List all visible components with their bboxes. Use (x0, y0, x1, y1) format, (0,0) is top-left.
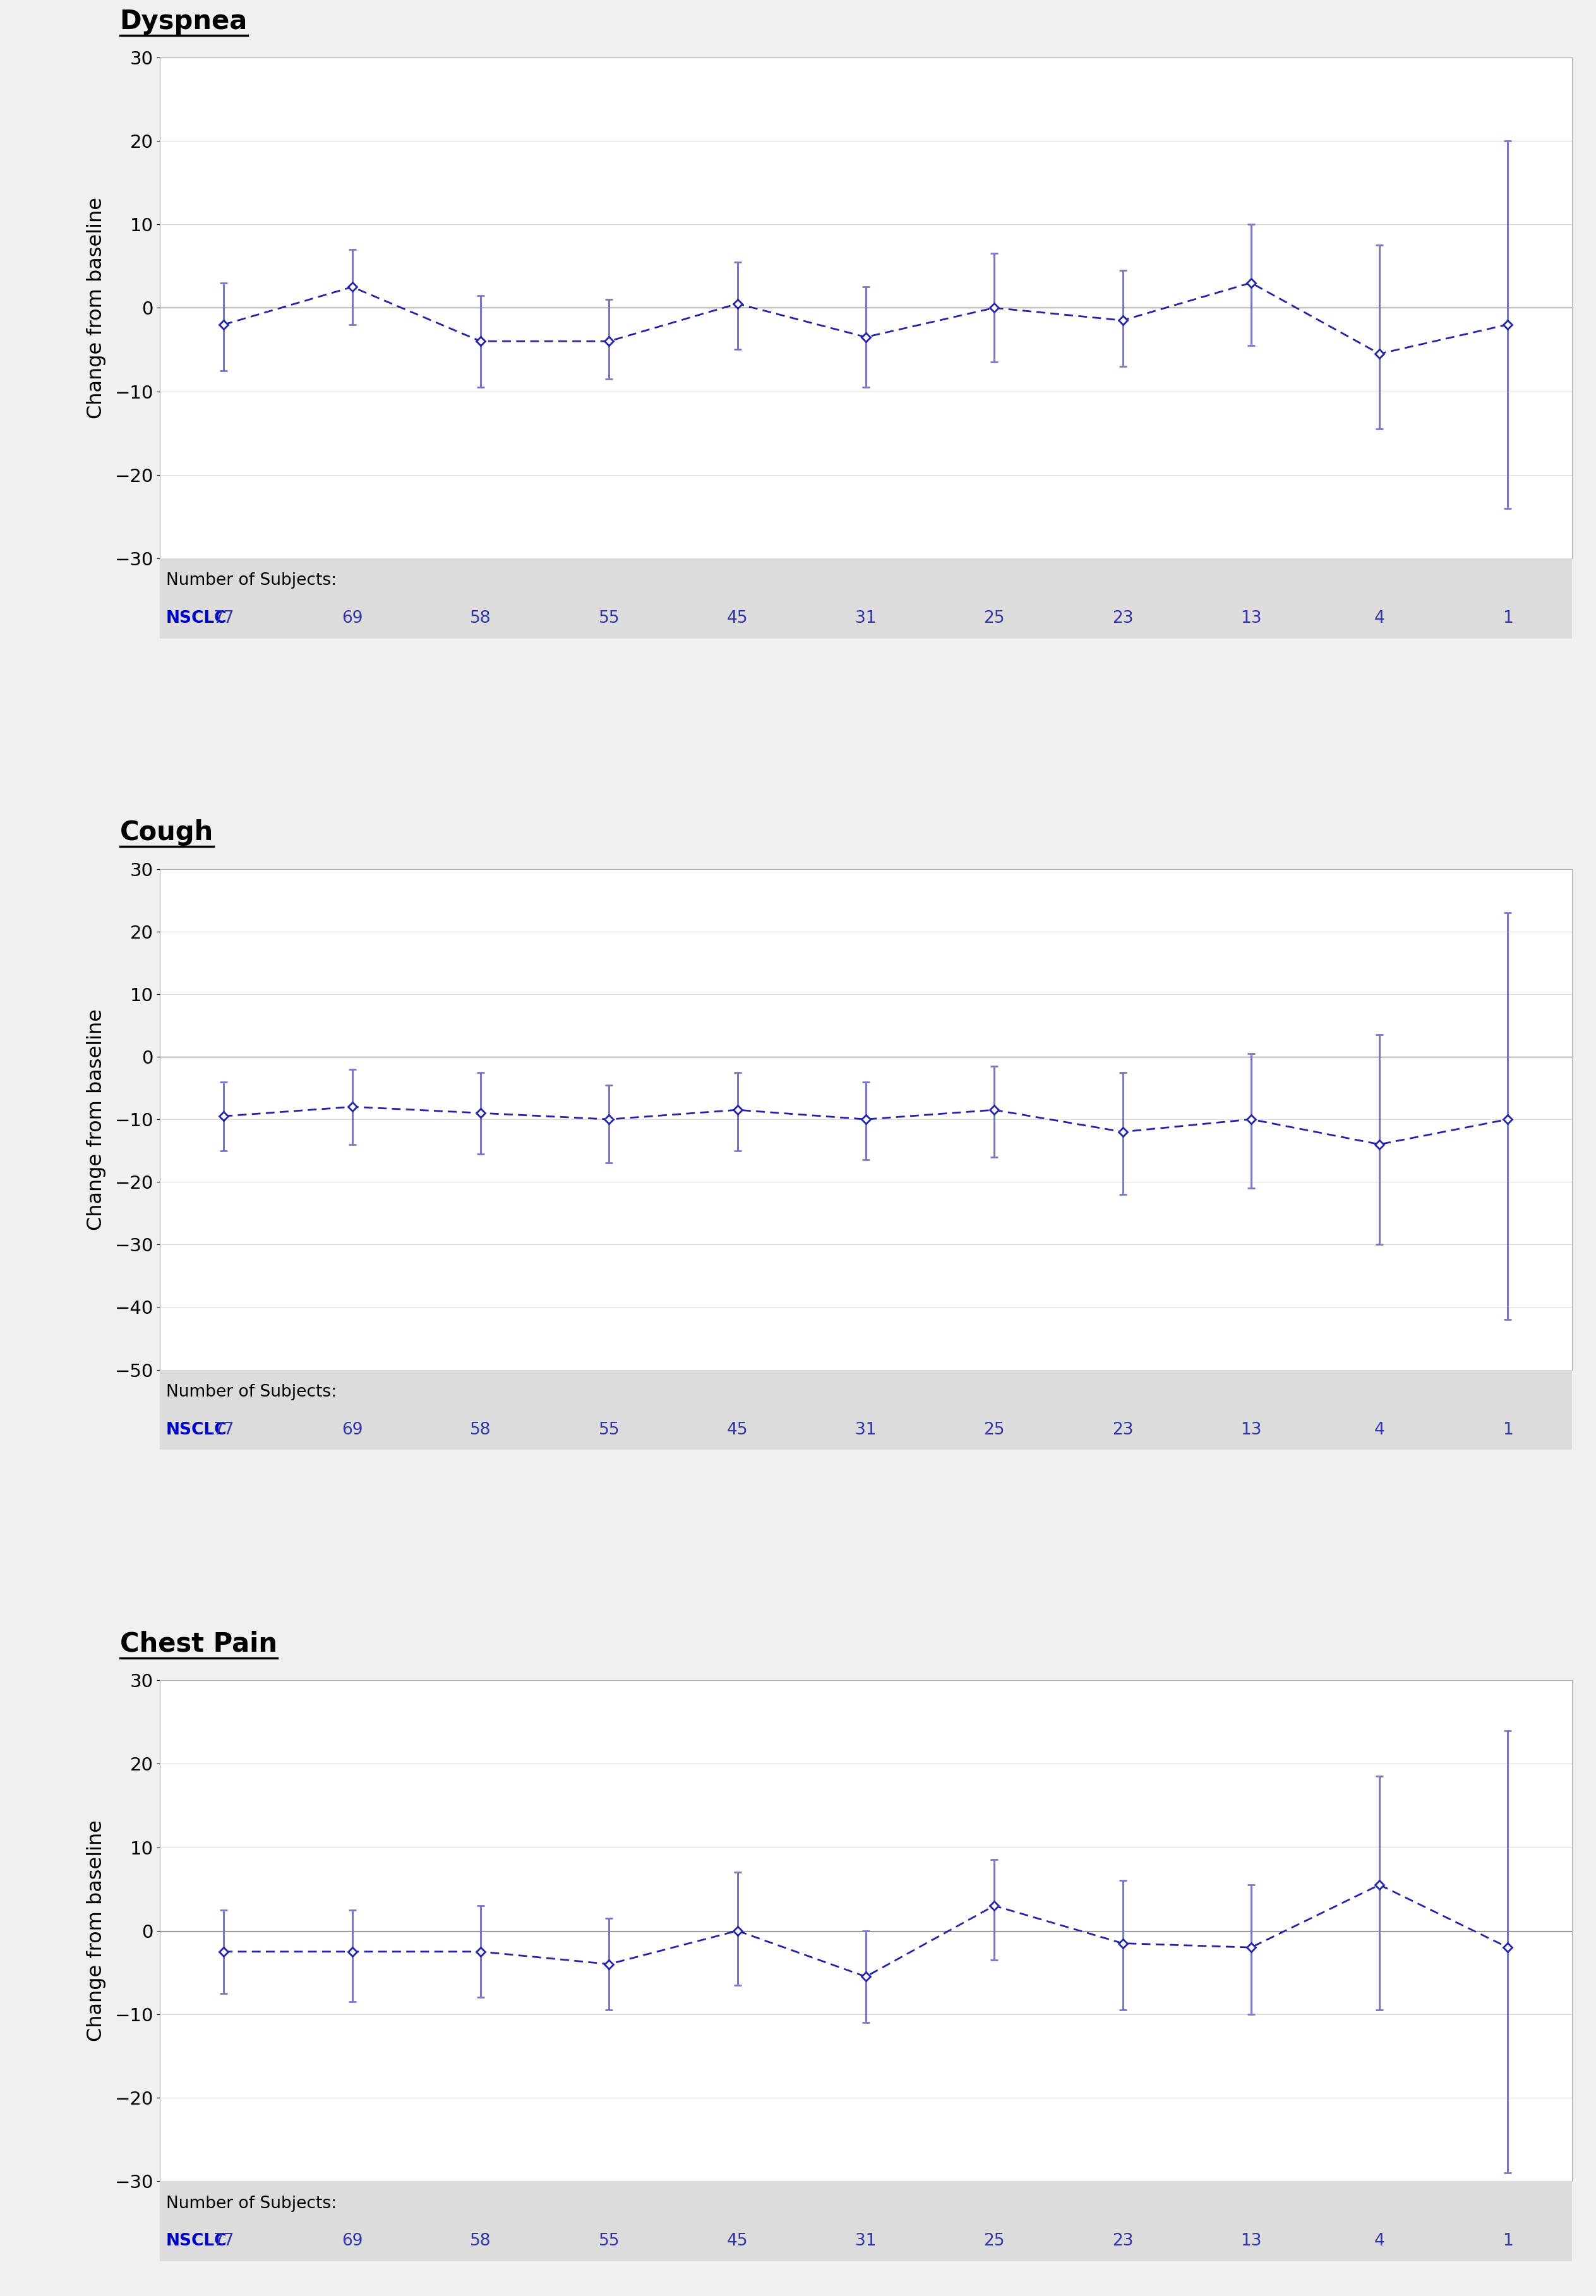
Text: 1: 1 (1502, 2234, 1513, 2250)
Text: 23: 23 (1112, 611, 1133, 627)
Text: 1: 1 (1502, 1421, 1513, 1437)
Text: 69: 69 (342, 611, 362, 627)
Text: Cough: Cough (120, 820, 214, 845)
Y-axis label: Change from baseline: Change from baseline (86, 1821, 105, 2041)
FancyBboxPatch shape (160, 558, 1572, 638)
Text: 55: 55 (598, 2234, 619, 2250)
Text: 45: 45 (726, 1421, 749, 1437)
Text: 77: 77 (214, 1421, 235, 1437)
Text: 31: 31 (855, 611, 876, 627)
Text: NSCLC: NSCLC (166, 1421, 227, 1437)
Text: 23: 23 (1112, 2234, 1133, 2250)
Text: Dyspnea: Dyspnea (120, 7, 247, 34)
Text: 4: 4 (1374, 1421, 1385, 1437)
Y-axis label: Change from baseline: Change from baseline (86, 197, 105, 418)
Text: 13: 13 (1240, 1421, 1261, 1437)
Text: 55: 55 (598, 1421, 619, 1437)
Text: NSCLC: NSCLC (166, 2234, 227, 2250)
Text: 13: 13 (1240, 611, 1261, 627)
Text: 58: 58 (471, 611, 492, 627)
Text: 23: 23 (1112, 1421, 1133, 1437)
Text: 31: 31 (855, 1421, 876, 1437)
Text: 45: 45 (726, 2234, 749, 2250)
FancyBboxPatch shape (160, 1371, 1572, 1449)
Text: 69: 69 (342, 1421, 362, 1437)
Text: 13: 13 (1240, 2234, 1261, 2250)
Text: 4: 4 (1374, 2234, 1385, 2250)
Text: 25: 25 (983, 611, 1005, 627)
Text: 25: 25 (983, 2234, 1005, 2250)
Text: 77: 77 (214, 2234, 235, 2250)
Text: 58: 58 (471, 1421, 492, 1437)
Text: Number of Subjects:: Number of Subjects: (166, 2195, 337, 2211)
Text: 25: 25 (983, 1421, 1005, 1437)
Text: 69: 69 (342, 2234, 362, 2250)
Text: 58: 58 (471, 2234, 492, 2250)
Text: Number of Subjects:: Number of Subjects: (166, 1384, 337, 1401)
Text: Chest Pain: Chest Pain (120, 1630, 278, 1658)
Text: 1: 1 (1502, 611, 1513, 627)
Text: 31: 31 (855, 2234, 876, 2250)
Text: NSCLC: NSCLC (166, 611, 227, 627)
Text: Number of Subjects:: Number of Subjects: (166, 572, 337, 590)
FancyBboxPatch shape (160, 2181, 1572, 2262)
Text: 77: 77 (214, 611, 235, 627)
Text: 55: 55 (598, 611, 619, 627)
Y-axis label: Change from baseline: Change from baseline (86, 1008, 105, 1231)
Text: 45: 45 (726, 611, 749, 627)
Text: 4: 4 (1374, 611, 1385, 627)
